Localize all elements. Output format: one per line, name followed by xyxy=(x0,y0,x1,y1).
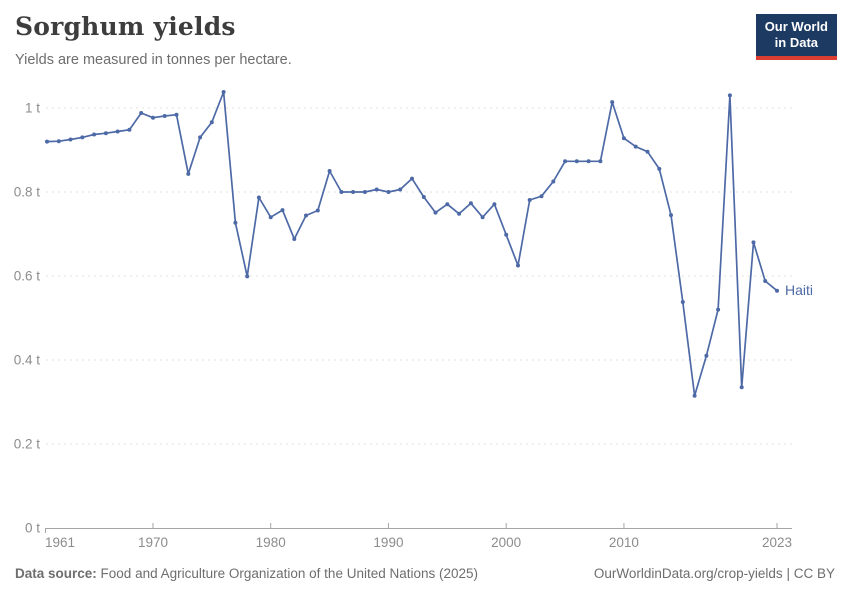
data-point xyxy=(127,127,132,132)
x-tick-label: 1961 xyxy=(45,535,75,550)
data-point xyxy=(492,202,497,207)
data-point xyxy=(669,213,673,218)
x-tick-label: 2010 xyxy=(609,535,639,550)
data-line xyxy=(46,91,778,397)
data-point xyxy=(704,353,709,358)
data-point xyxy=(315,208,320,213)
data-point xyxy=(551,179,556,184)
footer-url[interactable]: OurWorldinData.org/crop-yields xyxy=(593,566,783,581)
x-tick-label: 2000 xyxy=(491,535,521,550)
y-tick-label: 1 t xyxy=(25,101,40,116)
x-tick-label: 1970 xyxy=(138,535,168,550)
data-point xyxy=(339,190,344,194)
data-point xyxy=(598,159,603,164)
owid-logo-line1: Our World xyxy=(764,19,828,34)
data-point xyxy=(433,210,438,215)
data-point xyxy=(374,187,379,192)
data-point xyxy=(56,139,61,144)
data-point xyxy=(516,263,520,268)
data-point xyxy=(233,220,238,225)
data-point xyxy=(256,195,261,200)
data-point xyxy=(327,169,332,173)
data-point xyxy=(751,240,756,245)
data-point xyxy=(304,213,308,218)
data-point xyxy=(633,144,638,149)
data-point xyxy=(280,208,285,213)
footer-source: Data source: Food and Agriculture Organi… xyxy=(15,566,478,581)
data-point xyxy=(539,194,544,199)
footer-attribution[interactable]: OurWorldinData.org/crop-yields | CC BY xyxy=(594,566,835,581)
data-point xyxy=(763,279,768,283)
data-point xyxy=(398,187,403,192)
data-point xyxy=(151,115,155,120)
data-point xyxy=(139,111,144,115)
source-text: Food and Agriculture Organization of the… xyxy=(100,566,479,581)
data-point xyxy=(457,211,462,216)
data-point xyxy=(103,131,108,136)
data-point xyxy=(362,190,367,194)
data-point xyxy=(386,190,391,194)
data-point xyxy=(245,274,250,279)
data-point xyxy=(410,176,414,181)
data-point xyxy=(115,129,120,134)
y-tick-label: 0.8 t xyxy=(14,185,41,200)
data-point xyxy=(586,159,591,164)
data-point xyxy=(45,139,49,144)
data-point xyxy=(351,190,356,194)
y-tick-label: 0 t xyxy=(25,521,40,536)
data-point xyxy=(563,159,568,164)
data-point xyxy=(80,135,85,140)
data-point xyxy=(162,114,167,118)
data-point xyxy=(445,202,450,207)
data-point xyxy=(645,149,650,154)
data-point xyxy=(480,215,485,220)
chart-footer: Data source: Food and Agriculture Organi… xyxy=(15,566,835,581)
y-tick-label: 0.4 t xyxy=(14,353,41,368)
data-point xyxy=(198,135,203,140)
data-point xyxy=(657,166,662,171)
data-point xyxy=(716,307,721,312)
data-point xyxy=(186,171,191,176)
data-point xyxy=(504,232,509,237)
data-point xyxy=(68,137,73,142)
data-point xyxy=(92,132,97,137)
chart-subtitle: Yields are measured in tonnes per hectar… xyxy=(15,52,292,68)
footer-divider: | xyxy=(786,566,790,581)
page-title: Sorghum yields xyxy=(15,12,236,41)
y-tick-label: 0.2 t xyxy=(14,437,41,452)
data-point xyxy=(727,93,732,98)
data-point xyxy=(421,195,426,199)
data-point xyxy=(221,90,226,94)
footer-license: CC BY xyxy=(793,566,835,581)
owid-logo-line2: in Data xyxy=(774,35,819,51)
data-point xyxy=(292,237,297,241)
data-point xyxy=(621,136,626,141)
data-point xyxy=(610,100,615,105)
data-point xyxy=(680,300,685,304)
data-point xyxy=(775,288,779,293)
x-tick-label: 2023 xyxy=(762,535,792,550)
data-point xyxy=(574,159,579,164)
data-point xyxy=(527,198,532,202)
data-point xyxy=(209,120,214,125)
data-point xyxy=(739,385,744,390)
x-tick-label: 1990 xyxy=(373,535,403,550)
owid-logo[interactable]: Our World in Data xyxy=(755,14,837,60)
x-tick-label: 1980 xyxy=(256,535,286,550)
source-label: Data source: xyxy=(15,566,97,581)
data-point xyxy=(468,201,473,206)
data-point xyxy=(268,215,273,220)
series-label: Haiti xyxy=(785,282,813,298)
data-point xyxy=(174,112,179,117)
y-tick-label: 0.6 t xyxy=(14,269,41,284)
data-point xyxy=(692,393,697,398)
